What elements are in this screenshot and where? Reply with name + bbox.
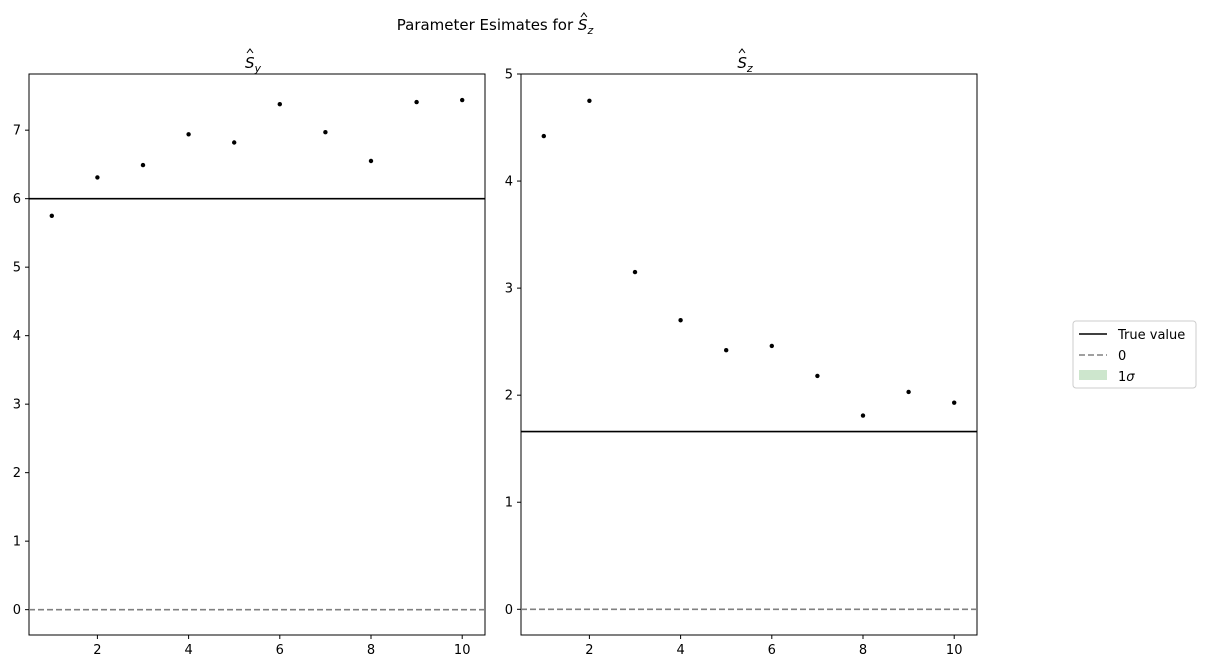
subplot-sz: 2 4 6 8 10 0 1 2 3 4 5 Sz	[505, 48, 978, 658]
subplot-title: Sy	[245, 54, 262, 75]
figure-suptitle: Parameter Esimates for Sz	[397, 16, 594, 37]
y-tick-label: 0	[13, 603, 21, 618]
x-tick-label: 6	[276, 643, 284, 658]
suptitle-subscript: z	[586, 24, 593, 37]
data-point	[186, 132, 191, 137]
data-point	[860, 413, 866, 418]
data-point	[906, 389, 911, 395]
data-point	[95, 175, 100, 180]
subplot-title-hat	[738, 48, 746, 54]
suptitle-text: Parameter Esimates for	[397, 16, 578, 34]
x-tick-label: 6	[768, 643, 776, 658]
y-tick-label: 0	[505, 603, 513, 618]
data-point	[678, 318, 683, 323]
data-point	[460, 97, 465, 103]
y-tick-label: 4	[505, 175, 513, 190]
data-point	[232, 140, 237, 145]
legend-1sigma-symbol: σ	[1126, 370, 1135, 385]
y-tick-label: 5	[13, 261, 21, 276]
legend-zero-label: 0	[1118, 349, 1126, 364]
x-tick-label: 4	[184, 643, 192, 658]
data-point	[587, 98, 592, 103]
x-tick-label: 2	[93, 643, 101, 658]
data-point	[724, 348, 729, 353]
y-tick-label: 2	[13, 466, 21, 481]
axes-frame	[28, 73, 486, 636]
data-point	[49, 213, 54, 218]
data-point	[323, 130, 328, 135]
y-tick-label: 6	[13, 192, 21, 207]
subplot-title-subscript: y	[254, 62, 262, 75]
data-point	[414, 99, 419, 105]
x-tick-label: 2	[585, 643, 593, 658]
x-tick-label: 4	[676, 643, 684, 658]
y-tick-label: 1	[505, 496, 513, 511]
data-point	[140, 162, 146, 168]
subplot-title-subscript: z	[746, 62, 753, 75]
y-tick-label: 2	[505, 389, 513, 404]
y-tick-label: 4	[13, 329, 21, 344]
x-tick-label: 8	[859, 643, 867, 658]
subplot-title: Sz	[737, 54, 753, 75]
suptitle-hat	[580, 12, 588, 18]
data-point	[815, 373, 820, 379]
subplot-title-hat	[246, 48, 254, 54]
x-tick-label: 10	[946, 643, 963, 658]
data-point	[632, 269, 638, 275]
suptitle-symbol: S	[578, 16, 588, 34]
legend-true-value-label: True value	[1117, 328, 1185, 343]
legend-1sigma-main: 1	[1118, 370, 1126, 385]
y-tick-label: 1	[13, 535, 21, 550]
y-tick-label: 3	[505, 282, 513, 297]
data-point	[277, 101, 282, 107]
subplot-sy: 2 4 6 8 10 0 1 2 3 4 5 6 7 Sy	[13, 48, 486, 658]
y-tick-label: 3	[13, 398, 21, 413]
subplot-title-symbol: S	[737, 54, 747, 72]
legend-1sigma-label: 1σ	[1118, 370, 1135, 385]
y-tick-label: 5	[505, 68, 513, 83]
x-tick-label: 10	[454, 643, 471, 658]
data-point	[769, 343, 774, 349]
data-point	[541, 133, 546, 139]
x-tick-label: 8	[367, 643, 375, 658]
data-point	[368, 158, 374, 164]
data-point	[952, 400, 957, 405]
legend-1sigma-swatch	[1079, 370, 1107, 380]
legend: True value 0 1σ	[1072, 320, 1197, 389]
y-tick-label: 7	[13, 124, 21, 139]
axes-frame	[520, 73, 978, 636]
subplot-title-symbol: S	[245, 54, 255, 72]
